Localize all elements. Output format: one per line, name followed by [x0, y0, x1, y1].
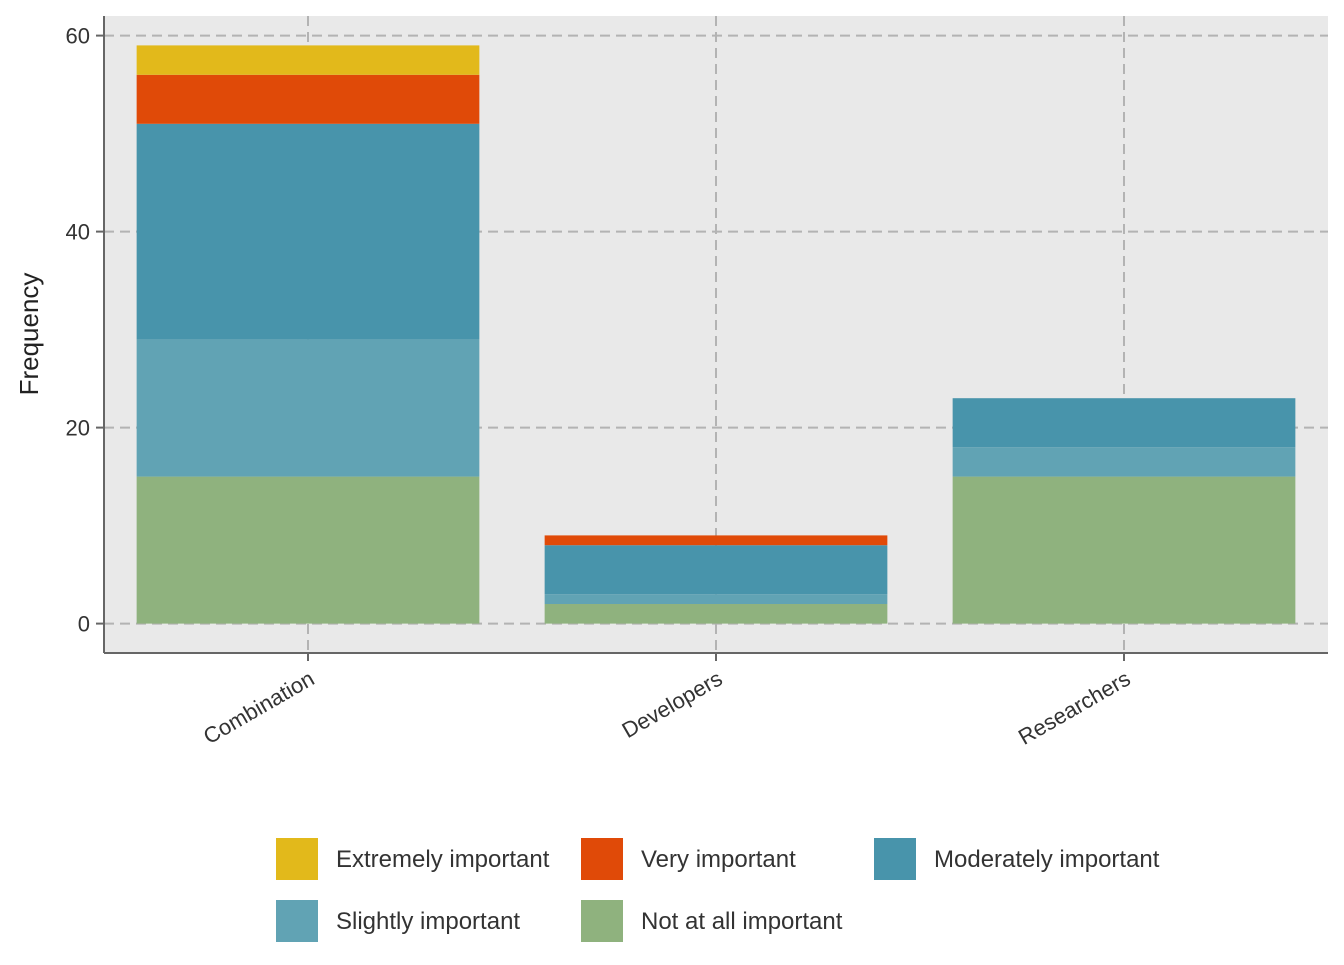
legend-label-moderately-important: Moderately important	[934, 846, 1160, 873]
y-tick-label-60: 60	[66, 24, 90, 49]
bar-researchers-slightly-important	[952, 447, 1296, 477]
y-axis-title: Frequency	[14, 273, 44, 396]
bar-developers-not-at-all-important	[544, 604, 888, 624]
x-tick-label-researchers: Researchers	[1014, 666, 1135, 750]
bar-developers-very-important	[544, 535, 888, 546]
x-tick-label-combination: Combination	[199, 666, 318, 749]
y-tick-label-20: 20	[66, 416, 90, 441]
legend-label-not-at-all-important: Not at all important	[641, 908, 843, 935]
bar-combination-very-important	[136, 74, 480, 124]
x-ticks: Combination Developers Researchers	[199, 653, 1135, 750]
legend-swatch-not-at-all-important	[581, 900, 623, 942]
legend-swatch-slightly-important	[276, 900, 318, 942]
legend-label-extremely-important: Extremely important	[336, 846, 550, 873]
y-tick-label-40: 40	[66, 220, 90, 245]
bar-combination-moderately-important	[136, 123, 480, 340]
legend-label-slightly-important: Slightly important	[336, 908, 520, 935]
bar-developers-slightly-important	[544, 594, 888, 604]
legend-swatch-moderately-important	[874, 838, 916, 880]
bar-combination-extremely-important	[136, 45, 480, 75]
legend-swatch-extremely-important	[276, 838, 318, 880]
bar-combination-not-at-all-important	[136, 476, 480, 624]
y-tick-label-0: 0	[78, 612, 90, 637]
legend: Extremely important Very important Moderat…	[276, 838, 1160, 942]
bar-researchers-not-at-all-important	[952, 476, 1296, 624]
bar-combination-slightly-important	[136, 339, 480, 477]
legend-label-very-important: Very important	[641, 846, 796, 873]
bars	[136, 45, 1296, 624]
legend-swatch-very-important	[581, 838, 623, 880]
y-ticks: 0 20 40 60	[66, 24, 104, 637]
x-tick-label-developers: Developers	[618, 666, 727, 743]
bar-developers-moderately-important	[544, 545, 888, 595]
bar-researchers-moderately-important	[952, 398, 1296, 448]
